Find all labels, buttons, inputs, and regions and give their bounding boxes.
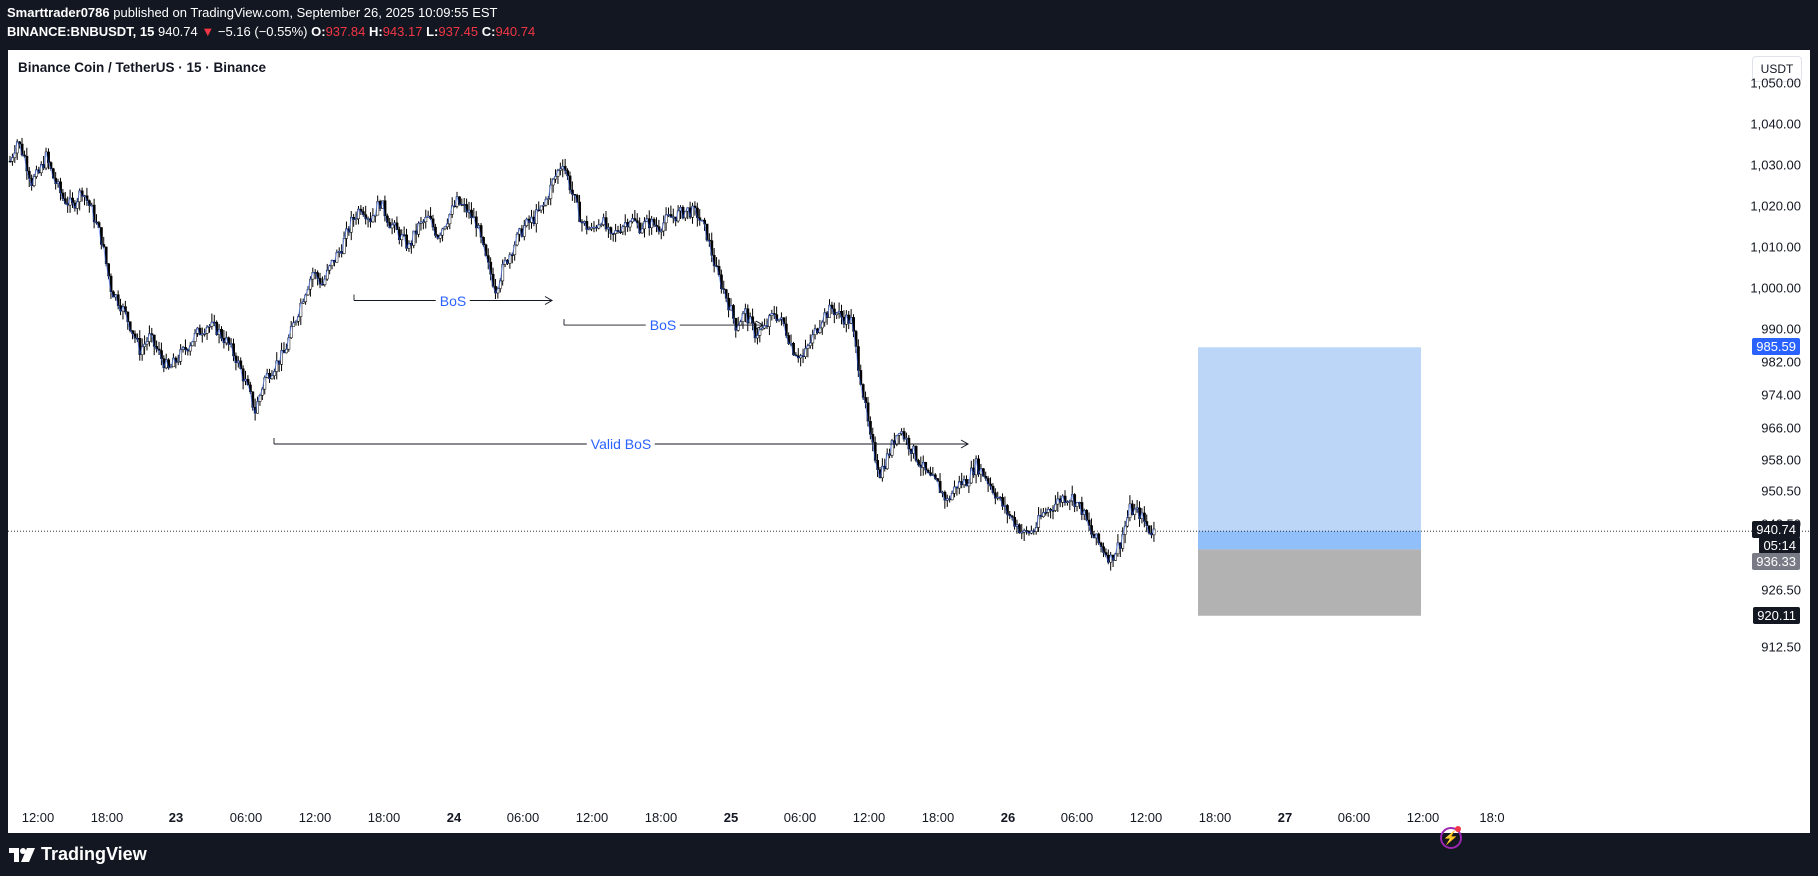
close-value: 940.74	[495, 24, 536, 39]
time-axis-label: 06:00	[506, 810, 540, 825]
price-axis-label: 950.50	[1761, 483, 1801, 499]
time-axis-label: 24	[446, 810, 462, 825]
symbol-legend[interactable]: Binance Coin / TetherUS · 15 · Binance	[18, 60, 267, 75]
open-value: 937.84	[325, 24, 366, 39]
price-axis-label: 1,010.00	[1750, 239, 1801, 255]
bos-label-1[interactable]: BoS	[435, 292, 471, 309]
time-axis-label: 27	[1277, 810, 1293, 825]
time-axis-label: 06:00	[229, 810, 263, 825]
bos-arrow	[960, 439, 970, 449]
stop-price-tag: 920.11	[1753, 606, 1800, 624]
target-price-tag: 985.59	[1752, 338, 1800, 356]
author-name[interactable]: Smarttrader0786	[7, 5, 110, 20]
price-axis-label: 966.00	[1761, 420, 1801, 436]
tradingview-logo-icon	[9, 847, 35, 862]
price-axis-label: 912.50	[1761, 639, 1801, 655]
time-axis-label: 12:00	[21, 810, 55, 825]
time-axis-label: 12:00	[852, 810, 886, 825]
price-axis-label: 958.00	[1761, 452, 1801, 468]
price-axis-label: 1,020.00	[1750, 198, 1801, 214]
time-axis-label: 12:00	[298, 810, 332, 825]
low-label: L:	[426, 24, 439, 39]
tradingview-logo[interactable]: TradingView	[9, 844, 147, 865]
currency-button[interactable]: USDT	[1752, 56, 1802, 82]
time-axis-label: 18:00	[90, 810, 124, 825]
last-price: 940.74	[157, 24, 198, 39]
bos-label-2[interactable]: BoS	[645, 317, 681, 334]
time-axis-label: 06:00	[1060, 810, 1094, 825]
bos-arrow	[544, 296, 554, 305]
price-line	[9, 140, 1155, 564]
price-axis-label: 982.00	[1761, 354, 1801, 370]
lightning-icon[interactable]: ⚡	[1440, 827, 1462, 849]
time-axis-label: 12:00	[1129, 810, 1163, 825]
time-axis-label: 06:00	[783, 810, 817, 825]
time-axis-label: 18:00	[644, 810, 678, 825]
target-zone	[1198, 347, 1421, 550]
ohlc-line: BINANCE:BNBUSDT, 15 940.74 ▼ −5.16 (−0.5…	[7, 24, 535, 39]
change-arrow-icon: ▼	[201, 24, 215, 39]
stop-zone	[1198, 549, 1421, 616]
open-label: O:	[311, 24, 326, 39]
tradingview-wordmark: TradingView	[41, 844, 147, 864]
profit-zone	[1198, 531, 1421, 550]
time-axis-label: 06:00	[1337, 810, 1371, 825]
chart-pane[interactable]: Binance Coin / TetherUS · 15 · Binance U…	[8, 50, 1810, 849]
symbol-interval: BINANCE:BNBUSDT, 15	[7, 24, 155, 39]
price-axis-label: 1,050.00	[1750, 75, 1801, 91]
high-label: H:	[368, 24, 383, 39]
time-axis-label: 23	[168, 810, 184, 825]
time-axis-label: 25	[723, 810, 739, 825]
time-axis-label: 18:00	[1198, 810, 1232, 825]
bos-arrow	[755, 320, 765, 330]
time-axis-label: 18:00	[921, 810, 955, 825]
valid-bos-label[interactable]: Valid BoS	[586, 436, 656, 452]
time-axis-label: 18:0	[1479, 810, 1505, 825]
published-text: published on TradingView.com, September …	[113, 5, 498, 20]
price-axis-label: 1,030.00	[1750, 157, 1801, 173]
low-value: 937.45	[438, 24, 479, 39]
publish-info: Smarttrader0786 published on TradingView…	[7, 5, 498, 20]
last-price-tag: 940.74	[1752, 521, 1800, 539]
price-chart-svg[interactable]	[8, 50, 1810, 833]
price-axis-label: 1,000.00	[1750, 280, 1801, 296]
price-change: −5.16 (−0.55%)	[217, 24, 308, 39]
price-axis-label: 990.00	[1761, 321, 1801, 337]
notification-dot	[1455, 826, 1461, 832]
price-axis-label: 926.50	[1761, 582, 1801, 598]
time-axis-label: 18:00	[367, 810, 401, 825]
price-axis-label: 974.00	[1761, 387, 1801, 403]
time-axis-label: 12:00	[1406, 810, 1440, 825]
entry-price-tag: 936.33	[1752, 553, 1800, 571]
price-axis-label: 1,040.00	[1750, 116, 1801, 132]
time-axis-label: 26	[1000, 810, 1016, 825]
close-label: C:	[481, 24, 496, 39]
high-value: 943.17	[382, 24, 423, 39]
time-axis-label: 12:00	[575, 810, 609, 825]
countdown-tag: 05:14	[1759, 537, 1800, 555]
